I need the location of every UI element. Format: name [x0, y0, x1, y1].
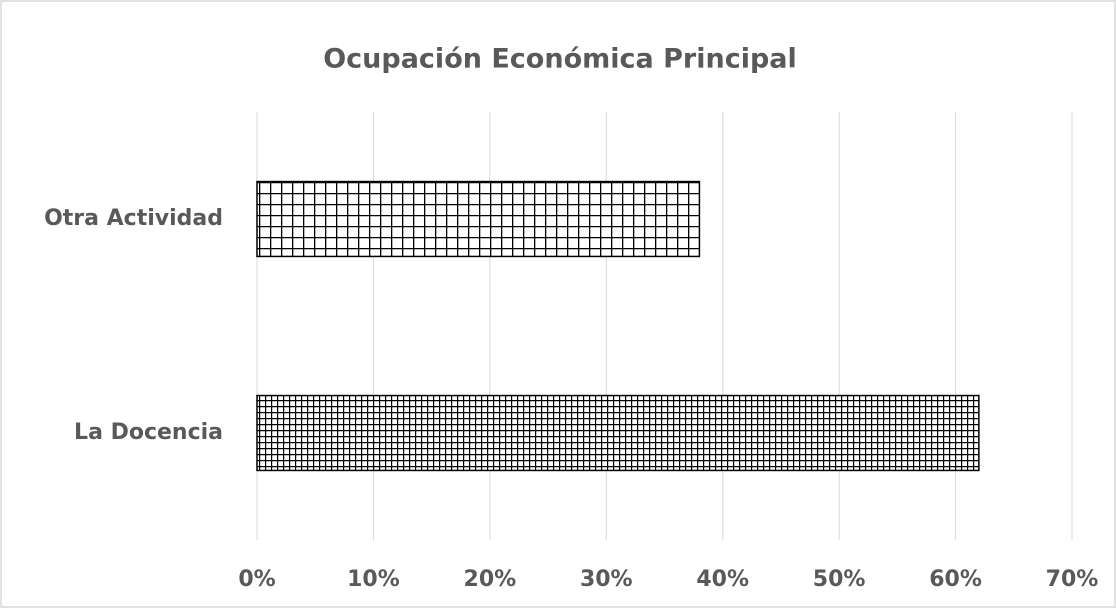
x-tick-label: 40% — [696, 567, 749, 592]
y-tick-label: Otra Actividad — [44, 206, 223, 231]
bar — [256, 180, 701, 258]
x-tick-label: 70% — [1046, 567, 1099, 592]
chart-title: Ocupación Económica Principal — [323, 44, 797, 75]
x-tick-label: 60% — [929, 567, 982, 592]
x-tick-label: 0% — [238, 567, 275, 592]
x-tick-label: 20% — [464, 567, 517, 592]
x-tick-label: 10% — [347, 567, 400, 592]
x-tick-label: 30% — [580, 567, 633, 592]
bar — [256, 394, 980, 472]
y-tick-label: La Docencia — [74, 420, 223, 445]
x-tick-label: 50% — [813, 567, 866, 592]
